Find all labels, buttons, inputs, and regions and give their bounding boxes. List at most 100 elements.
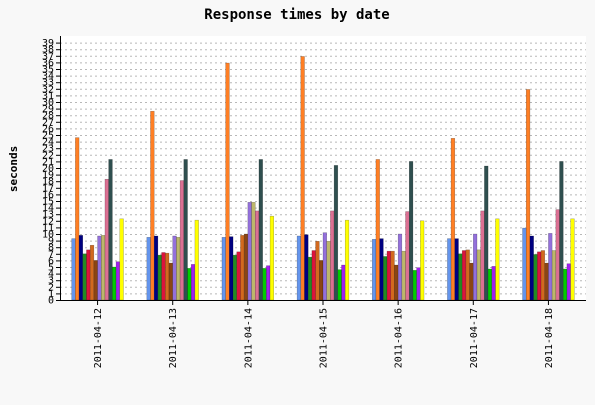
bar [101, 235, 106, 301]
x-tick-label: 2011-04-13 [168, 308, 179, 368]
bar [97, 235, 102, 301]
bar [537, 251, 542, 301]
y-tick-label: 11 [42, 223, 54, 234]
bar [311, 250, 316, 301]
y-tick-label: 15 [42, 197, 54, 208]
bar [375, 159, 380, 301]
y-tick-label: 35 [42, 65, 54, 76]
bar [386, 250, 391, 301]
bar [379, 238, 384, 301]
bar [544, 262, 549, 301]
bar [371, 239, 377, 301]
bar [240, 235, 245, 301]
bar [187, 268, 192, 301]
bar [383, 256, 388, 301]
y-tick-label: 10 [42, 230, 54, 241]
bar [176, 237, 181, 301]
y-tick-label: 19 [42, 170, 54, 181]
bar [525, 89, 531, 301]
bar [551, 250, 557, 301]
bar [447, 238, 452, 301]
y-axis-label: seconds [7, 146, 20, 192]
bar [566, 263, 571, 301]
y-tick-label: 4 [48, 269, 54, 280]
bar [555, 209, 560, 301]
bar [412, 270, 417, 301]
y-tick-label: 24 [42, 137, 54, 148]
chart-title: Response times by date [204, 7, 389, 23]
bar [251, 202, 256, 301]
y-tick-label: 5 [48, 263, 54, 274]
y-tick-label: 17 [42, 183, 54, 194]
bar [75, 137, 80, 301]
bar [408, 161, 414, 301]
bar [540, 250, 545, 301]
y-tick-label: 6 [48, 256, 54, 267]
bar [461, 250, 467, 301]
bar [115, 261, 121, 301]
bar [326, 241, 331, 301]
x-tick-label: 2011-04-12 [93, 308, 104, 368]
bar [416, 267, 421, 301]
bar [548, 233, 553, 301]
x-tick-label: 2011-04-14 [243, 308, 254, 368]
bar [296, 235, 302, 301]
y-tick-label: 38 [42, 45, 54, 56]
bar [146, 237, 151, 301]
y-tick-label: 23 [42, 144, 54, 155]
bar [119, 218, 124, 301]
bar [344, 219, 350, 301]
bar [337, 269, 342, 301]
bar [450, 138, 456, 301]
bar [86, 249, 91, 301]
y-tick-label: 32 [42, 84, 54, 95]
y-tick-label: 28 [42, 111, 54, 122]
bar [78, 235, 84, 301]
bar [484, 165, 489, 301]
y-tick-label: 25 [42, 131, 54, 142]
bar [390, 250, 395, 301]
bar [458, 253, 463, 301]
bar [394, 264, 399, 301]
bar [330, 210, 335, 301]
y-tick-label: 26 [42, 124, 54, 135]
bar [315, 241, 320, 301]
bar [229, 236, 234, 301]
bar [397, 233, 403, 301]
y-tick-label: 37 [42, 51, 54, 62]
bar [232, 254, 238, 301]
bar [89, 244, 95, 301]
y-tick-label: 9 [48, 236, 54, 247]
bar [262, 268, 267, 301]
bar [529, 235, 534, 301]
bar [179, 180, 185, 301]
bar [221, 237, 226, 301]
bar [341, 264, 346, 301]
bar [153, 235, 159, 301]
bar [112, 266, 117, 301]
x-tick-label: 2011-04-16 [394, 308, 405, 368]
bar [157, 254, 162, 301]
bar [258, 159, 263, 301]
bar [559, 161, 564, 301]
y-tick-label: 0 [48, 296, 54, 307]
x-tick-label: 2011-04-18 [544, 308, 555, 368]
bar [194, 219, 199, 301]
bar [476, 249, 481, 301]
bar [168, 262, 173, 301]
bar [405, 211, 410, 301]
bar [150, 110, 155, 301]
bar [487, 268, 493, 301]
bar [190, 264, 196, 301]
bar [266, 265, 271, 301]
y-tick-label: 39 [42, 38, 54, 49]
bar [322, 232, 327, 301]
y-tick-label: 27 [42, 117, 54, 128]
bar [225, 62, 230, 301]
bar [469, 262, 474, 301]
bar [93, 260, 98, 301]
bar [420, 220, 425, 301]
y-tick-label: 14 [42, 203, 54, 214]
